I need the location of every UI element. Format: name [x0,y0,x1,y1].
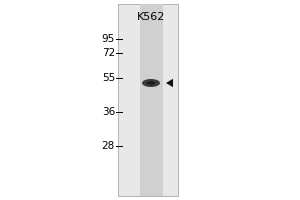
Text: 72: 72 [102,48,115,58]
Bar [140,4,163,196]
Ellipse shape [142,79,160,87]
Bar [118,4,178,196]
Text: K562: K562 [137,12,165,22]
Text: 95: 95 [102,34,115,44]
Ellipse shape [146,81,155,85]
Text: 36: 36 [102,107,115,117]
Text: 55: 55 [102,73,115,83]
Text: 28: 28 [102,141,115,151]
Polygon shape [166,79,173,87]
